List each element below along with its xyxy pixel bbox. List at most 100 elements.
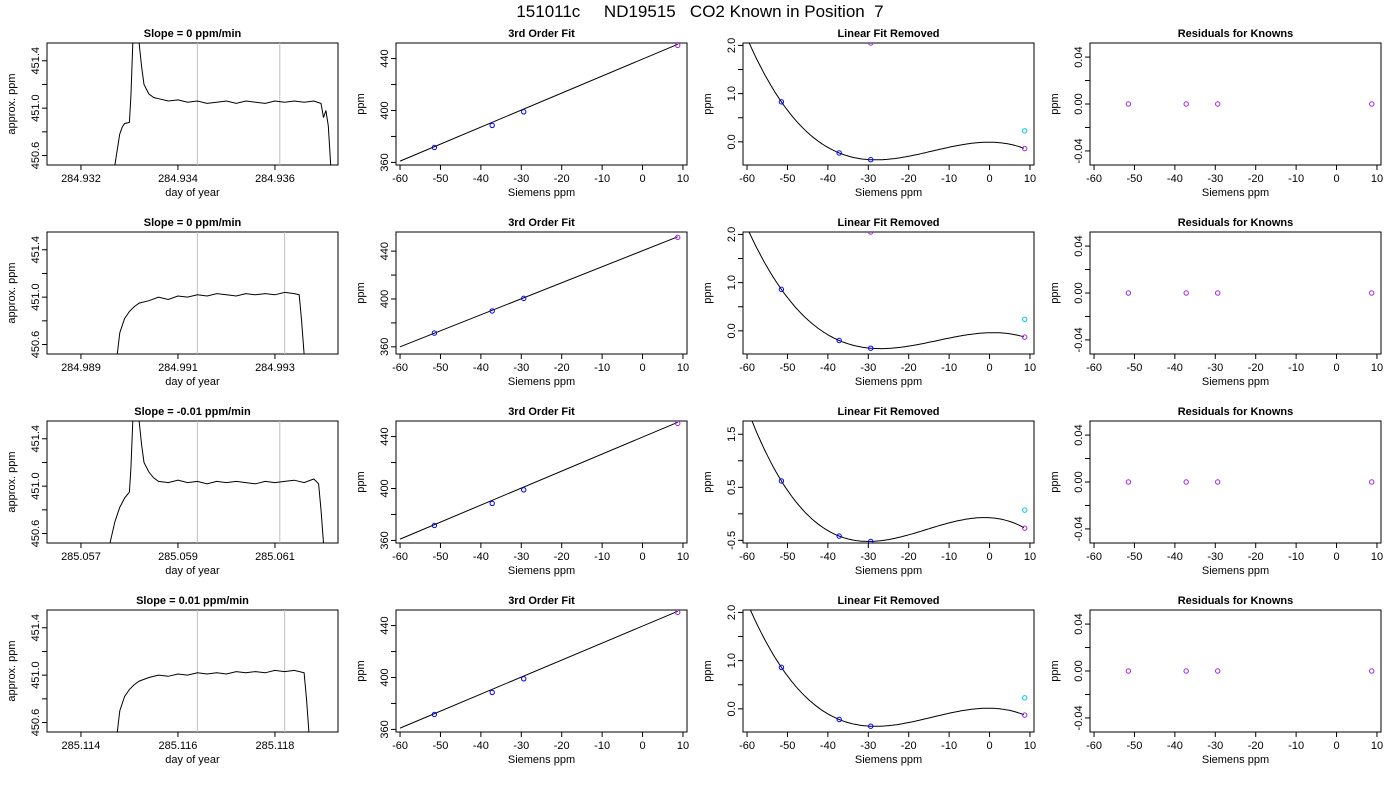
y-tick-label: 360: [379, 153, 391, 171]
plot-frame: [742, 42, 1035, 166]
data-point: [1369, 101, 1375, 107]
chart-title: Residuals for Knowns: [1178, 217, 1294, 229]
x-tick-label: -30: [860, 173, 876, 185]
x-axis-label: day of year: [165, 376, 220, 388]
x-tick-label: -50: [433, 173, 449, 185]
x-tick-label: 284.934: [158, 173, 198, 185]
data-point: [521, 487, 527, 493]
data-point: [1022, 695, 1028, 701]
series-line: [109, 421, 324, 543]
data-point: [1369, 668, 1375, 674]
y-axis-label: approx. ppm: [6, 451, 18, 512]
y-axis-label: ppm: [702, 471, 714, 492]
data-point: [489, 122, 495, 129]
y-tick-label: -0.04: [1073, 516, 1085, 541]
y-tick-label: 440: [379, 242, 391, 260]
data-point: [836, 533, 842, 539]
y-tick-label: 0.00: [1073, 282, 1085, 303]
x-tick-label: 10: [1024, 362, 1036, 374]
chart-panel-r3-c2: 3rd Order Fit -60 -50 -40 -30 -20 -10 0 10 360 400…: [355, 406, 689, 577]
y-axis-label: ppm: [355, 471, 367, 492]
x-tick-label: 10: [1371, 173, 1383, 185]
data-point: [836, 716, 842, 723]
x-tick-label: 0: [639, 362, 645, 374]
data-point: [431, 144, 438, 151]
x-axis-label: Siemens ppm: [508, 376, 575, 388]
y-tick-label: 1.0: [726, 275, 738, 290]
data-point: [1022, 507, 1028, 513]
fit-line: [399, 421, 678, 540]
x-tick-label: -60: [392, 362, 408, 374]
x-tick-label: -60: [392, 740, 408, 752]
x-tick-label: -60: [1086, 551, 1102, 563]
data-point: [521, 295, 527, 302]
x-tick-label: -10: [941, 740, 957, 752]
x-axis-label: Siemens ppm: [508, 565, 575, 577]
chart-panel-r1-c1: Slope = 0 ppm/min 284.932 284.934 284.936 45…: [6, 28, 339, 199]
x-tick-label: 10: [677, 173, 689, 185]
y-tick-label: 451.4: [30, 425, 42, 453]
x-tick-label: -20: [901, 551, 917, 563]
data-point: [778, 478, 785, 484]
x-tick-label: -30: [860, 551, 876, 563]
x-tick-label: -60: [1086, 173, 1102, 185]
data-point: [778, 99, 785, 105]
x-tick-label: -10: [941, 551, 957, 563]
y-tick-label: -0.04: [1073, 705, 1085, 730]
data-layer: [114, 43, 332, 165]
chart-panel-r2-c2: 3rd Order Fit -60 -50 -40 -30 -20 -10 0 10 360 400…: [355, 217, 689, 388]
chart-panel-r3-c4: Residuals for Knowns -60 -50 -40 -30 -20 -10 0 1…: [1049, 406, 1383, 577]
y-tick-label: 450.6: [30, 142, 42, 170]
x-tick-label: -10: [1288, 362, 1304, 374]
x-tick-label: -60: [1086, 362, 1102, 374]
y-tick-label: 451.4: [30, 614, 42, 642]
x-tick-label: -10: [594, 173, 610, 185]
x-tick-label: -10: [1288, 173, 1304, 185]
y-tick-label: 0.04: [1073, 613, 1085, 634]
x-tick-label: -50: [780, 740, 796, 752]
data-point: [675, 610, 681, 616]
y-tick-label: 440: [379, 49, 391, 67]
y-tick-label: 0.0: [726, 701, 738, 716]
data-point: [489, 308, 495, 314]
x-tick-label: -40: [820, 551, 836, 563]
x-tick-label: 0: [639, 173, 645, 185]
y-tick-label: 451.0: [30, 94, 42, 122]
data-point: [778, 286, 785, 293]
chart-title: 3rd Order Fit: [508, 406, 575, 418]
chart-title: 3rd Order Fit: [508, 595, 575, 607]
y-tick-label: 0.00: [1073, 471, 1085, 492]
figure-title: 151011c ND19515 CO2 Known in Position 7: [516, 2, 884, 21]
data-point: [1022, 525, 1028, 531]
y-tick-label: 451.4: [30, 236, 42, 264]
y-tick-label: 451.0: [30, 283, 42, 311]
data-point: [868, 723, 874, 729]
x-tick-label: -10: [941, 362, 957, 374]
x-tick-label: 284.936: [255, 173, 295, 185]
data-point: [489, 689, 495, 696]
x-axis-label: Siemens ppm: [508, 754, 575, 766]
x-tick-label: -30: [1207, 362, 1223, 374]
x-tick-label: 10: [1371, 362, 1383, 374]
x-tick-label: -30: [513, 173, 529, 185]
chart-panel-r4-c1: Slope = 0.01 ppm/min 285.114 285.116 285.11…: [6, 595, 339, 766]
chart-panel-r2-c1: Slope = 0 ppm/min 284.989 284.991 284.993 45…: [6, 217, 339, 388]
x-tick-label: -30: [1207, 173, 1223, 185]
x-tick-label: -40: [820, 740, 836, 752]
fit-curve: [748, 232, 1025, 350]
x-tick-label: -20: [554, 551, 570, 563]
plot-frame: [395, 420, 688, 544]
y-tick-label: 440: [379, 616, 391, 634]
data-point: [1125, 290, 1132, 296]
x-tick-label: -10: [1288, 740, 1304, 752]
y-tick-label: 451.4: [30, 47, 42, 75]
x-tick-label: -40: [1167, 551, 1183, 563]
plot-frame: [742, 609, 1035, 733]
x-tick-label: -40: [1167, 362, 1183, 374]
y-tick-label: 0.04: [1073, 46, 1085, 67]
y-tick-label: 400: [379, 101, 391, 119]
chart-title: Linear Fit Removed: [837, 28, 939, 40]
x-tick-label: -40: [1167, 173, 1183, 185]
data-layer: [399, 43, 681, 162]
